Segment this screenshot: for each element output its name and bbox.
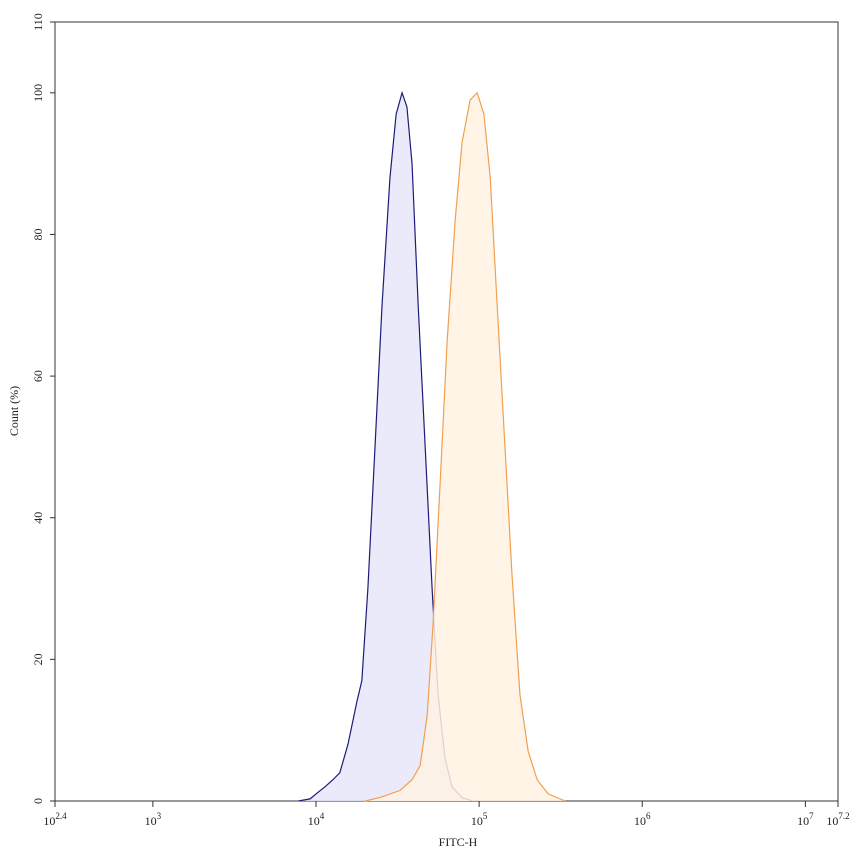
y-tick-label: 40 bbox=[31, 512, 45, 524]
tick-exponent: 2.4 bbox=[55, 811, 67, 821]
x-tick-label: 102.4 bbox=[43, 811, 67, 828]
tick-exponent: 4 bbox=[320, 811, 325, 821]
x-axis-label: FITC-H bbox=[439, 835, 478, 849]
x-tick-label: 106 bbox=[634, 811, 651, 828]
tick-base: 10 bbox=[308, 814, 320, 828]
tick-base: 10 bbox=[634, 814, 646, 828]
y-tick-label: 0 bbox=[31, 798, 45, 804]
x-tick-label: 107 bbox=[797, 811, 814, 828]
tick-exponent: 7 bbox=[809, 811, 814, 821]
tick-base: 10 bbox=[471, 814, 483, 828]
y-tick-label: 20 bbox=[31, 653, 45, 665]
y-tick-label: 100 bbox=[31, 84, 45, 102]
tick-exponent: 5 bbox=[483, 811, 488, 821]
tick-exponent: 6 bbox=[646, 811, 651, 821]
x-tick-label: 107.2 bbox=[826, 811, 849, 828]
tick-base: 10 bbox=[826, 814, 838, 828]
tick-base: 10 bbox=[43, 814, 55, 828]
y-axis-label: Count (%) bbox=[7, 386, 21, 436]
histogram-area bbox=[364, 91, 566, 802]
y-tick-label: 80 bbox=[31, 228, 45, 240]
tick-base: 10 bbox=[145, 814, 157, 828]
x-tick-label: 105 bbox=[471, 811, 488, 828]
x-tick-label: 104 bbox=[308, 811, 325, 828]
tick-base: 10 bbox=[797, 814, 809, 828]
y-tick-label: 60 bbox=[31, 370, 45, 382]
tick-exponent: 7.2 bbox=[838, 811, 849, 821]
tick-exponent: 3 bbox=[157, 811, 162, 821]
y-tick-label: 110 bbox=[31, 13, 45, 31]
x-tick-label: 103 bbox=[145, 811, 162, 828]
